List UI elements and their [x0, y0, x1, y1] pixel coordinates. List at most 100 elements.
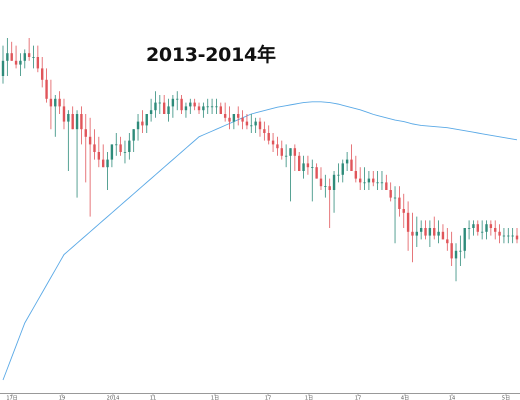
candle	[402, 193, 405, 228]
candle	[237, 106, 240, 126]
candle	[58, 91, 61, 114]
candle-body	[232, 114, 236, 122]
candle	[332, 171, 336, 213]
candle	[171, 95, 175, 118]
candle-body	[498, 231, 501, 236]
candle	[145, 114, 148, 133]
candle-body	[454, 250, 458, 259]
candle-body	[354, 171, 358, 179]
candles-layer	[1, 38, 519, 282]
x-tick-label: 17日	[6, 396, 17, 400]
candle	[393, 186, 397, 244]
candle-body	[41, 68, 44, 80]
candle	[419, 220, 423, 240]
candle	[454, 243, 458, 282]
candle-body	[97, 152, 101, 160]
candle	[324, 174, 327, 198]
x-tick-label: 1日	[211, 396, 219, 400]
candle	[36, 45, 40, 73]
candle-body	[101, 159, 105, 168]
candle-body	[145, 114, 148, 126]
candle	[202, 102, 205, 118]
x-tick-label: 4日	[401, 396, 409, 400]
candle-body	[284, 155, 288, 157]
candle-body	[263, 129, 266, 133]
candle-body	[202, 106, 205, 111]
candle	[254, 117, 257, 133]
candle	[289, 148, 292, 202]
candle-body	[280, 148, 283, 156]
candle	[27, 38, 31, 61]
candle	[267, 125, 270, 145]
candle-body	[1, 60, 5, 76]
candle	[19, 53, 22, 76]
candle-body	[271, 140, 275, 145]
candle	[241, 110, 244, 130]
candle	[54, 95, 57, 137]
candle	[110, 144, 114, 168]
candle-body	[507, 235, 510, 237]
candle	[515, 228, 519, 244]
candle-body	[406, 212, 410, 232]
candle-body	[106, 159, 109, 168]
candle	[511, 228, 514, 244]
candle-body	[45, 79, 48, 99]
x-tick-label: 2014	[107, 396, 120, 400]
candle-body	[210, 106, 214, 108]
candle-body	[93, 144, 96, 152]
candle-body	[367, 178, 371, 183]
candle	[41, 57, 44, 88]
candle	[32, 45, 35, 69]
candle	[280, 140, 283, 160]
candle	[380, 171, 384, 190]
candle	[258, 117, 262, 137]
candle-body	[298, 155, 301, 171]
candle	[101, 144, 105, 168]
candle-body	[6, 53, 9, 61]
candle-body	[463, 228, 466, 251]
candle	[62, 98, 66, 130]
candle	[302, 155, 305, 179]
candle	[433, 216, 436, 240]
candle	[232, 114, 236, 130]
candle-body	[363, 182, 366, 184]
candle-body	[80, 114, 83, 130]
candle-body	[311, 167, 314, 168]
candle	[123, 140, 127, 164]
chart-title: 2013-2014年	[146, 44, 276, 66]
candle	[215, 98, 218, 114]
candle-body	[337, 174, 340, 176]
candle-body	[489, 224, 493, 228]
candle	[6, 38, 9, 76]
candle-body	[206, 106, 209, 108]
candle	[306, 155, 310, 175]
candle-body	[358, 178, 362, 183]
candle-body	[228, 117, 231, 122]
candle	[284, 144, 288, 168]
candle-body	[49, 98, 53, 107]
candle-body	[398, 197, 401, 209]
candle	[141, 110, 144, 133]
candle-body	[141, 121, 144, 126]
candle	[167, 98, 170, 122]
candle-body	[415, 231, 419, 236]
candle	[489, 220, 493, 236]
candle-body	[241, 117, 244, 122]
candle-body	[254, 121, 257, 126]
candle	[337, 163, 340, 183]
candle	[88, 117, 92, 217]
candle	[411, 212, 414, 263]
candle-body	[494, 228, 497, 232]
candle-body	[110, 144, 114, 160]
candle	[507, 228, 510, 244]
candle-body	[389, 190, 392, 198]
candle-body	[62, 106, 66, 122]
x-tick-label: 5日	[502, 396, 510, 400]
candle	[14, 45, 18, 69]
candle	[180, 95, 183, 114]
candle-body	[75, 114, 79, 130]
candle	[154, 91, 157, 118]
candle-body	[424, 228, 427, 236]
candle	[67, 110, 70, 171]
candle-body	[123, 152, 127, 153]
